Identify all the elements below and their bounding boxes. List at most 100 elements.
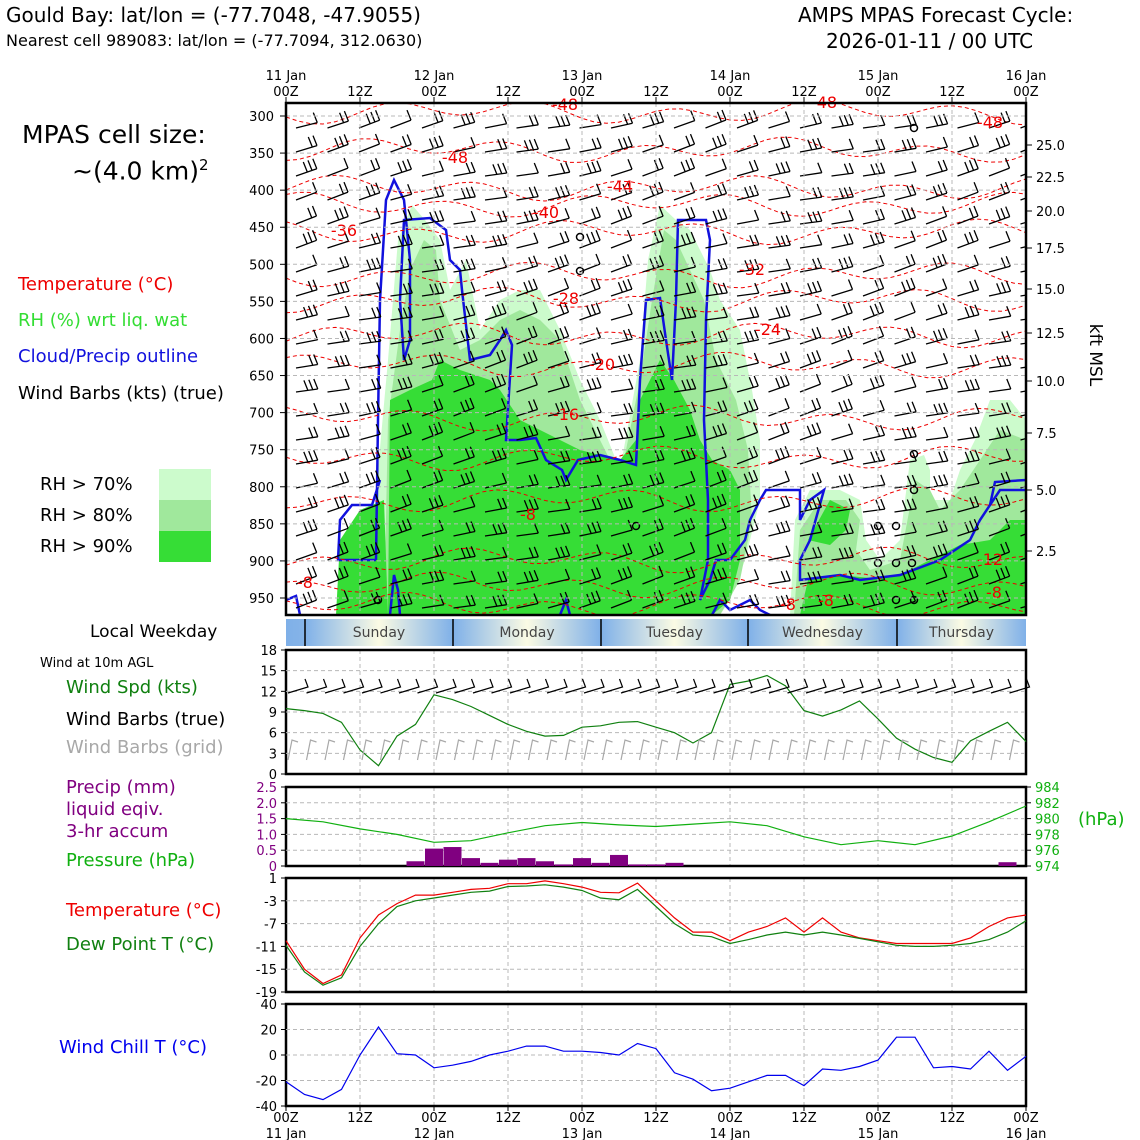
pressure-tick-label: 750: [249, 444, 274, 459]
wind-barb: [421, 305, 445, 321]
wind-barb: [1020, 581, 1026, 585]
calm-circle: [909, 485, 919, 495]
wind-barb: [516, 546, 539, 561]
wind-barb: [799, 303, 822, 321]
wind-barb: [862, 350, 885, 369]
wind-barb: [579, 302, 601, 321]
temperature-contour-label: -24: [755, 320, 781, 339]
wind-barb: [831, 114, 854, 129]
wind-barb: [579, 521, 602, 537]
precip-label-3: 3-hr accum: [66, 821, 169, 842]
wind-barb: [988, 134, 1011, 153]
wind-barb: [484, 447, 507, 465]
wind-barb: [642, 134, 664, 153]
cell-size-label: MPAS cell size:: [22, 120, 206, 149]
wind-barb: [547, 185, 571, 201]
wind-barb-true: [491, 678, 513, 694]
precip-bar: [443, 847, 462, 866]
calm-circle: [575, 266, 585, 276]
time-hour-label-top: 12Z: [347, 85, 373, 100]
kft-tick-label: 25.0: [1036, 139, 1065, 154]
temperature-contour-label: -40: [533, 203, 559, 222]
wind-barb: [768, 282, 791, 297]
wind-barb: [799, 570, 823, 585]
wind-barb: [957, 135, 980, 153]
calm-circle: [891, 521, 901, 531]
wind-barb: [862, 375, 885, 393]
pressure-tick-label: 600: [249, 332, 274, 347]
wind-barb: [894, 207, 917, 225]
precip-bar: [499, 859, 517, 866]
wind-barb: [673, 447, 696, 465]
cross-section-panel: [286, 103, 1026, 615]
wind-barb: [642, 158, 664, 177]
wind-barb: [736, 282, 760, 297]
wind-barb: [831, 398, 853, 417]
pressure-tick-label: 450: [249, 221, 274, 236]
weekday-label: Sunday: [353, 625, 405, 641]
wind-barb: [894, 498, 917, 513]
wind-barb: [358, 566, 381, 585]
wind-barb: [358, 306, 382, 321]
wind-barb-true: [713, 678, 735, 694]
wind-barb-true: [583, 678, 605, 694]
wind-barb: [1020, 270, 1026, 273]
wind-barb: [547, 208, 570, 225]
precip-bar: [406, 861, 425, 866]
wind-barb-grid: [823, 739, 835, 761]
wind-barb: [358, 401, 382, 417]
pressure-tick-label: 300: [249, 110, 274, 125]
wind-barb: [673, 133, 696, 153]
wind-barb: [894, 426, 917, 441]
wind-barb: [610, 542, 633, 561]
wind-barb: [862, 425, 886, 441]
wind-barb: [295, 496, 318, 513]
wind-barb: [547, 474, 571, 489]
wind-barb: [516, 449, 539, 465]
wind-barb: [547, 425, 571, 441]
temperature-panel-label: Temperature (°C): [66, 900, 222, 921]
calm-circle: [631, 521, 641, 531]
wind-barb: [768, 397, 790, 417]
wind-barb: [610, 378, 634, 393]
wind-barb: [705, 542, 727, 561]
wind-barbs-true-label: Wind Barbs (true): [66, 709, 226, 730]
wind-barb-true: [694, 678, 716, 694]
precip-bar: [610, 854, 628, 866]
wind-barb: [925, 377, 949, 393]
y-tick-label: 974: [1035, 860, 1060, 875]
main-axes: 300 350 400 450 500 550 600 650 700 750 800 850 900 9…: [249, 69, 1065, 607]
wind-barb: [1020, 318, 1026, 321]
wind-barb: [610, 159, 633, 177]
wind-barb: [358, 182, 381, 201]
y-tick-label: 6: [269, 727, 277, 742]
wind-barb: [295, 402, 319, 417]
wind-barb: [358, 447, 381, 465]
wind-barb: [453, 594, 476, 609]
wind-barb: [484, 280, 507, 297]
wind-barb: [484, 138, 508, 153]
wind-barb: [831, 233, 854, 249]
y-tick-label: 1: [269, 872, 277, 887]
wind-barb: [295, 279, 318, 297]
wind-barb: [579, 590, 601, 609]
y-tick-label: -7: [264, 918, 277, 933]
wind-barb-grid: [842, 739, 854, 761]
wind-barb: [988, 471, 1011, 489]
wind-barb-grid: [342, 739, 354, 761]
wind-barb: [421, 594, 445, 609]
wind-barb: [894, 401, 917, 417]
kft-tick-label: 22.5: [1036, 171, 1065, 186]
wind-barb: [610, 278, 633, 297]
wind-barb: [295, 542, 318, 561]
wind-barb: [957, 304, 980, 321]
wind-barb: [705, 592, 728, 609]
wind-barb: [547, 498, 571, 513]
wind-barb: [642, 590, 664, 609]
wind-barb: [421, 544, 445, 561]
wind-barb: [516, 278, 538, 297]
wind-barb: [736, 422, 759, 441]
local-weekday-label: Local Weekday: [90, 622, 218, 642]
wind-barb: [390, 353, 413, 369]
